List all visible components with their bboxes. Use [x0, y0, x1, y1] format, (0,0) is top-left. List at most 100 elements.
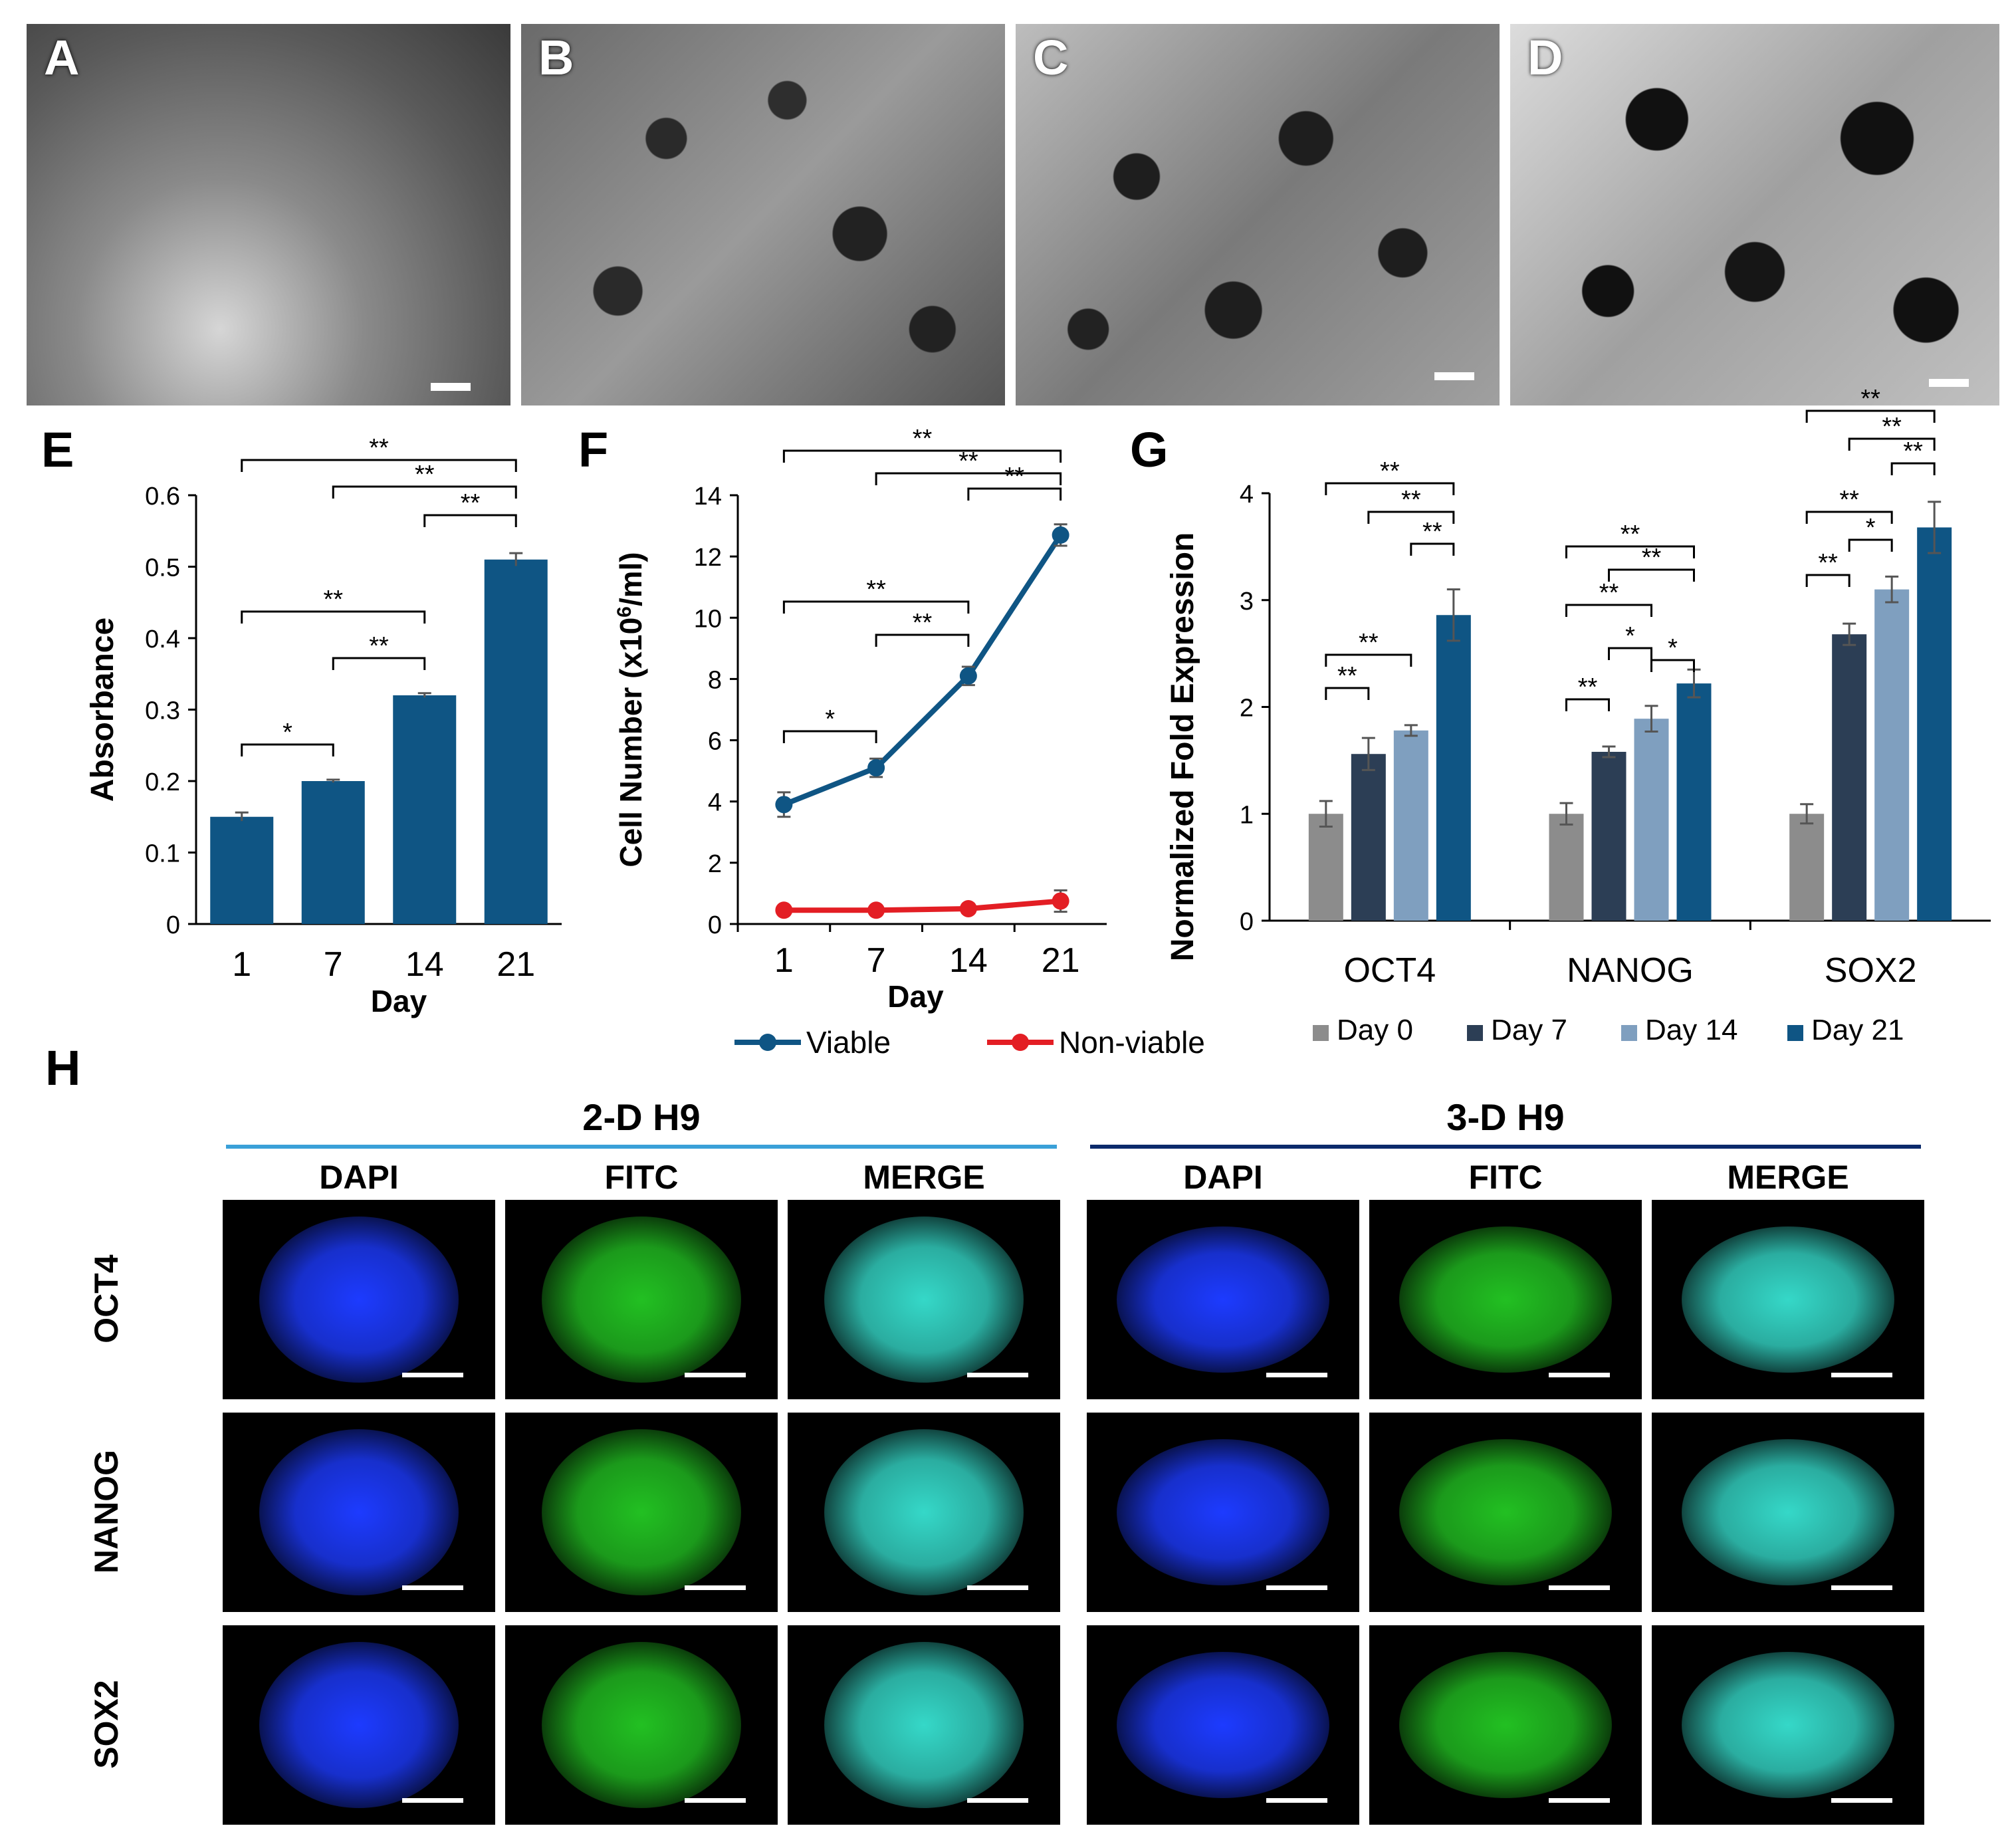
- chart-g-y-tick-label: 3: [1240, 588, 1254, 616]
- chart-g-sig-label: **: [1337, 662, 1357, 690]
- chart-g-bar: [1393, 730, 1428, 921]
- scale-bar: [431, 383, 471, 391]
- chart-f-legend-label: Non-viable: [1059, 1025, 1205, 1060]
- chart-g-sig-label: **: [1860, 385, 1880, 413]
- chart-g-bar: [1874, 589, 1910, 921]
- chart-g-x-tick-label: SOX2: [1825, 951, 1917, 990]
- micrograph-letter: A: [44, 30, 80, 85]
- colony-blob: [542, 1642, 741, 1808]
- chart-f-sig-label: **: [958, 447, 978, 475]
- chart-e-sig-bracket: [423, 514, 517, 527]
- chart-f-y-tick-label: 4: [708, 789, 722, 817]
- chart-f-sig-bracket: [782, 730, 877, 743]
- chart-f-y-tick-label: 14: [694, 483, 722, 511]
- chart-e-x-tick-label: 14: [405, 945, 444, 984]
- column-header-dapi: DAPI: [1183, 1159, 1263, 1196]
- chart-e-bar: [393, 695, 457, 924]
- scale-bar: [1831, 1373, 1892, 1377]
- chart-f-x-tick-label: 7: [867, 941, 886, 980]
- colony-blob: [1682, 1439, 1894, 1585]
- row-label-sox2: SOX2: [88, 1680, 125, 1769]
- if-image-merge-sox2: [1652, 1625, 1924, 1825]
- chart-f-point: [1052, 526, 1069, 544]
- panel-letter-h: H: [45, 1040, 81, 1095]
- chart-g-sig-bracket: [1608, 647, 1652, 660]
- chart-f-legend-label: Viable: [806, 1025, 891, 1060]
- scale-bar: [1549, 1373, 1610, 1377]
- colony-blob: [1117, 1439, 1329, 1585]
- chart-e-sig-label: **: [369, 632, 389, 660]
- chart-g-sig-bracket: [1650, 659, 1695, 672]
- chart-g-legend-label: Day 21: [1811, 1014, 1904, 1046]
- chart-e-xlabel: Day: [371, 984, 427, 1018]
- chart-f-series-line: [782, 533, 1063, 808]
- chart-e-bar: [210, 816, 274, 924]
- chart-g-sig-bracket: [1410, 542, 1455, 556]
- chart-g-sig-bracket: [1848, 538, 1893, 552]
- chart-e-y-tick-label: 0.5: [145, 554, 180, 582]
- micrograph-d: D: [1510, 24, 1999, 405]
- chart-g-legend-swatch: [1313, 1025, 1329, 1041]
- chart-g-bar: [1917, 527, 1952, 921]
- colony-blob: [259, 1216, 459, 1383]
- chart-f-sig-label: **: [913, 425, 933, 453]
- if-image-dapi-sox2: [223, 1625, 495, 1825]
- row-label-oct4: OCT4: [88, 1254, 125, 1343]
- chart-e-bar: [484, 559, 548, 924]
- chart-g-bar: [1549, 814, 1584, 921]
- chart-g-sig-label: *: [1625, 622, 1635, 650]
- chart-e-y-tick-label: 0.2: [145, 768, 180, 796]
- colony-blob: [824, 1216, 1024, 1383]
- chart-e-y-tick-label: 0.6: [145, 483, 180, 511]
- chart-f-sig-bracket: [782, 449, 1062, 463]
- chart-e-x-tick-label: 1: [232, 945, 251, 984]
- scale-bar: [1929, 379, 1969, 387]
- if-image-merge-nanog: [1652, 1413, 1924, 1612]
- chart-g-sig-label: **: [1839, 486, 1859, 514]
- chart-f-sig-label: **: [1004, 463, 1024, 491]
- column-header-dapi: DAPI: [319, 1159, 399, 1196]
- chart-f-legend-marker: [1012, 1034, 1029, 1051]
- chart-e-ylabel: Absorbance: [85, 618, 120, 802]
- chart-f: 0 2 4 6 8 10 12 14 1 7 14 21 Day Cell Number (x106/ml…: [614, 425, 1205, 1060]
- chart-g-sig-label: **: [1422, 518, 1442, 546]
- chart-g-legend-swatch: [1621, 1025, 1637, 1041]
- chart-g-sig-bracket: [1805, 574, 1850, 587]
- if-image-merge-nanog: [788, 1413, 1060, 1612]
- colony-blob: [824, 1642, 1024, 1808]
- scale-bar: [402, 1798, 463, 1803]
- chart-f-point: [959, 899, 977, 917]
- chart-g-x-tick-label: NANOG: [1567, 951, 1694, 990]
- chart-e-y-tick-label: 0.4: [145, 626, 180, 653]
- chart-f-y-tick-label: 12: [694, 544, 722, 572]
- chart-g-legend-label: Day 7: [1491, 1014, 1567, 1046]
- chart-g-x-tick-label: OCT4: [1343, 951, 1436, 990]
- micrograph-letter: C: [1033, 30, 1069, 85]
- chart-e-sig-label: **: [415, 461, 435, 489]
- scale-bar: [1266, 1585, 1327, 1590]
- micrograph-letter: B: [538, 30, 574, 85]
- colony-blob: [1399, 1652, 1612, 1798]
- colony-blob: [1399, 1439, 1612, 1585]
- chart-g-sig-bracket: [1325, 687, 1370, 700]
- chart-e: 00.10.20.30.40.50.61 7 14 21DayAbsorbance**…: [85, 434, 562, 1018]
- colony-blob: [1682, 1226, 1894, 1373]
- chart-g-bar: [1634, 719, 1669, 921]
- row-label-nanog: NANOG: [88, 1449, 125, 1574]
- chart-g-legend-label: Day 0: [1337, 1014, 1413, 1046]
- chart-f-x-tick-label: 1: [774, 941, 794, 980]
- scale-bar: [1434, 372, 1474, 380]
- chart-g-ylabel: Normalized Fold Expression: [1165, 532, 1200, 961]
- chart-g-y-tick-label: 4: [1240, 481, 1254, 509]
- if-image-fitc-sox2: [1369, 1625, 1642, 1825]
- chart-f-point: [775, 901, 793, 919]
- chart-e-sig-bracket: [241, 743, 334, 756]
- if-image-merge-oct4: [788, 1200, 1060, 1399]
- if-image-dapi-oct4: [1087, 1200, 1359, 1399]
- scale-bar: [967, 1585, 1028, 1590]
- column-header-merge: MERGE: [863, 1159, 985, 1196]
- if-image-dapi-nanog: [1087, 1413, 1359, 1612]
- chart-g-sig-bracket: [1565, 545, 1695, 558]
- colony-blob: [259, 1642, 459, 1808]
- chart-g-sig-label: **: [1359, 629, 1379, 657]
